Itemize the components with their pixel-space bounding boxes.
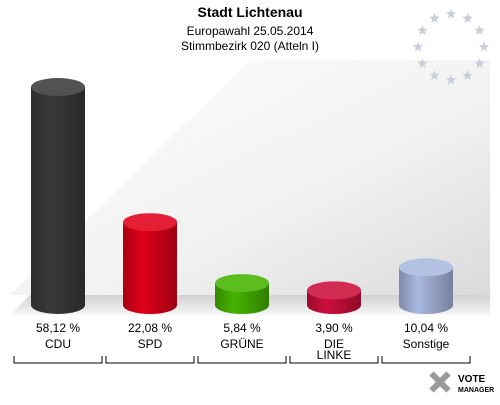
- bar-top: [123, 213, 177, 232]
- labels-group: 58,12 % CDU 22,08 % SPD 5,84 % GRÜNE 3,90 % DIE…: [13, 321, 471, 364]
- bar-body: [31, 87, 85, 314]
- category-bracket: [13, 356, 103, 364]
- bar-top: [215, 274, 269, 293]
- category-label: GRÜNE: [220, 337, 263, 351]
- votemanager-logo: VOTE MANAGER: [429, 371, 494, 394]
- chart-title: Stadt Lichtenau: [197, 4, 302, 20]
- category-bracket: [105, 356, 195, 364]
- value-label: 3,90 %: [315, 321, 353, 335]
- bar-1: [123, 213, 177, 314]
- value-label: 58,12 %: [36, 321, 80, 335]
- bars-group: [31, 78, 453, 314]
- eu-star-icon: [429, 70, 440, 81]
- bar-body: [123, 222, 177, 314]
- value-label: 10,04 %: [404, 321, 448, 335]
- watermark-vote: VOTE: [458, 374, 486, 385]
- bar-top: [31, 78, 85, 97]
- eu-star-icon: [417, 58, 428, 68]
- category-bracket: [381, 356, 471, 364]
- eu-star-icon: [474, 25, 485, 35]
- eu-star-icon: [445, 8, 457, 19]
- eu-star-icon: [462, 12, 473, 23]
- value-label: 22,08 %: [128, 321, 172, 335]
- value-label: 5,84 %: [223, 321, 261, 335]
- category-label: SPD: [138, 337, 163, 351]
- eu-star-icon: [417, 25, 428, 35]
- bar-3: [307, 281, 361, 314]
- bar-top: [399, 258, 453, 277]
- category-label: CDU: [45, 337, 71, 351]
- eu-star-icon: [462, 70, 473, 81]
- bar-4: [399, 258, 453, 314]
- category-label: LINKE: [317, 348, 352, 362]
- chart-subtitle-2: Stimmbezirk 020 (Atteln I): [181, 39, 319, 53]
- category-bracket: [289, 356, 379, 364]
- eu-stars-icon: [412, 8, 490, 85]
- eu-star-icon: [474, 58, 485, 68]
- chart-subtitle-1: Europawahl 25.05.2014: [187, 24, 314, 38]
- category-label: DIE: [324, 337, 344, 351]
- bar-top: [307, 281, 361, 300]
- eu-star-icon: [412, 41, 424, 52]
- bar-2: [215, 274, 269, 314]
- bar-0: [31, 78, 85, 314]
- category-label: Sonstige: [403, 337, 450, 351]
- eu-star-icon: [445, 74, 457, 85]
- eu-star-icon: [429, 12, 440, 23]
- eu-star-icon: [478, 41, 490, 52]
- bar-body: [399, 267, 453, 314]
- category-bracket: [197, 356, 287, 364]
- watermark-manager: MANAGER: [458, 387, 494, 394]
